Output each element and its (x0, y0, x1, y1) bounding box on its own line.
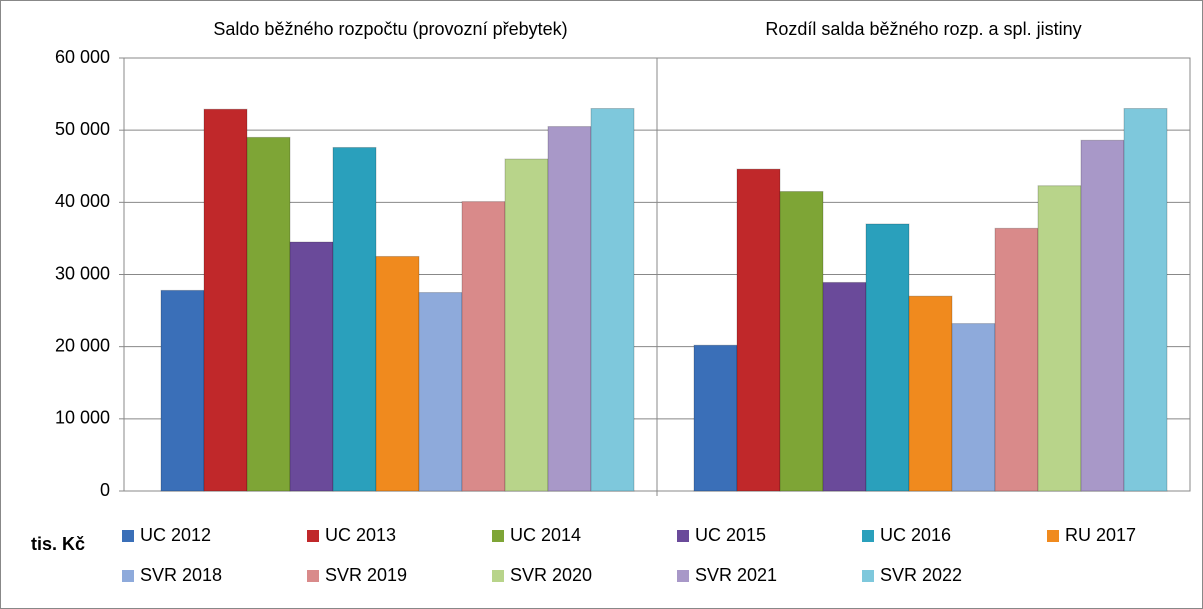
bar (504, 158, 549, 492)
legend-label: SVR 2018 (140, 565, 222, 585)
bar (203, 108, 248, 492)
legend-swatch (122, 570, 134, 582)
legend-swatch (677, 530, 689, 542)
bar (994, 227, 1039, 492)
bar (160, 289, 205, 492)
bar (951, 323, 996, 492)
bar (289, 241, 334, 492)
legend-label: SVR 2019 (325, 565, 407, 585)
y-tick-label: 0 (100, 480, 110, 500)
legend-swatch (307, 570, 319, 582)
y-tick-label: 20 000 (55, 335, 110, 355)
legend-swatch (862, 530, 874, 542)
y-tick-label: 60 000 (55, 47, 110, 67)
y-tick-label: 10 000 (55, 408, 110, 428)
legend-label: SVR 2021 (695, 565, 777, 585)
legend-label: UC 2012 (140, 525, 211, 545)
y-tick-label: 40 000 (55, 191, 110, 211)
legend-label: RU 2017 (1065, 525, 1136, 545)
bar (822, 281, 867, 492)
category-label: Saldo běžného rozpočtu (provozní přebyte… (213, 19, 567, 39)
legend-swatch (307, 530, 319, 542)
legend-swatch (862, 570, 874, 582)
legend-swatch (677, 570, 689, 582)
legend-swatch (492, 570, 504, 582)
y-tick-label: 50 000 (55, 119, 110, 139)
legend-label: UC 2016 (880, 525, 951, 545)
bar (908, 295, 953, 492)
bar (779, 191, 824, 492)
bar (865, 223, 910, 492)
y-unit-label: tis. Kč (31, 534, 85, 554)
bar (590, 108, 635, 492)
bar (418, 292, 463, 492)
legend-swatch (492, 530, 504, 542)
legend-swatch (122, 530, 134, 542)
bar (375, 255, 420, 492)
legend-label: SVR 2020 (510, 565, 592, 585)
legend-swatch (1047, 530, 1059, 542)
legend-label: SVR 2022 (880, 565, 962, 585)
bar (332, 146, 377, 492)
bar (1123, 108, 1168, 492)
legend-label: UC 2015 (695, 525, 766, 545)
bar (736, 168, 781, 492)
bar (693, 344, 738, 492)
bar (1037, 185, 1082, 492)
bar (246, 136, 291, 492)
bar (1080, 139, 1125, 492)
bar (461, 201, 506, 492)
legend-label: UC 2013 (325, 525, 396, 545)
category-label: Rozdíl salda běžného rozp. a spl. jistin… (765, 19, 1081, 39)
bar (547, 126, 592, 492)
y-tick-label: 30 000 (55, 263, 110, 283)
legend-label: UC 2014 (510, 525, 581, 545)
